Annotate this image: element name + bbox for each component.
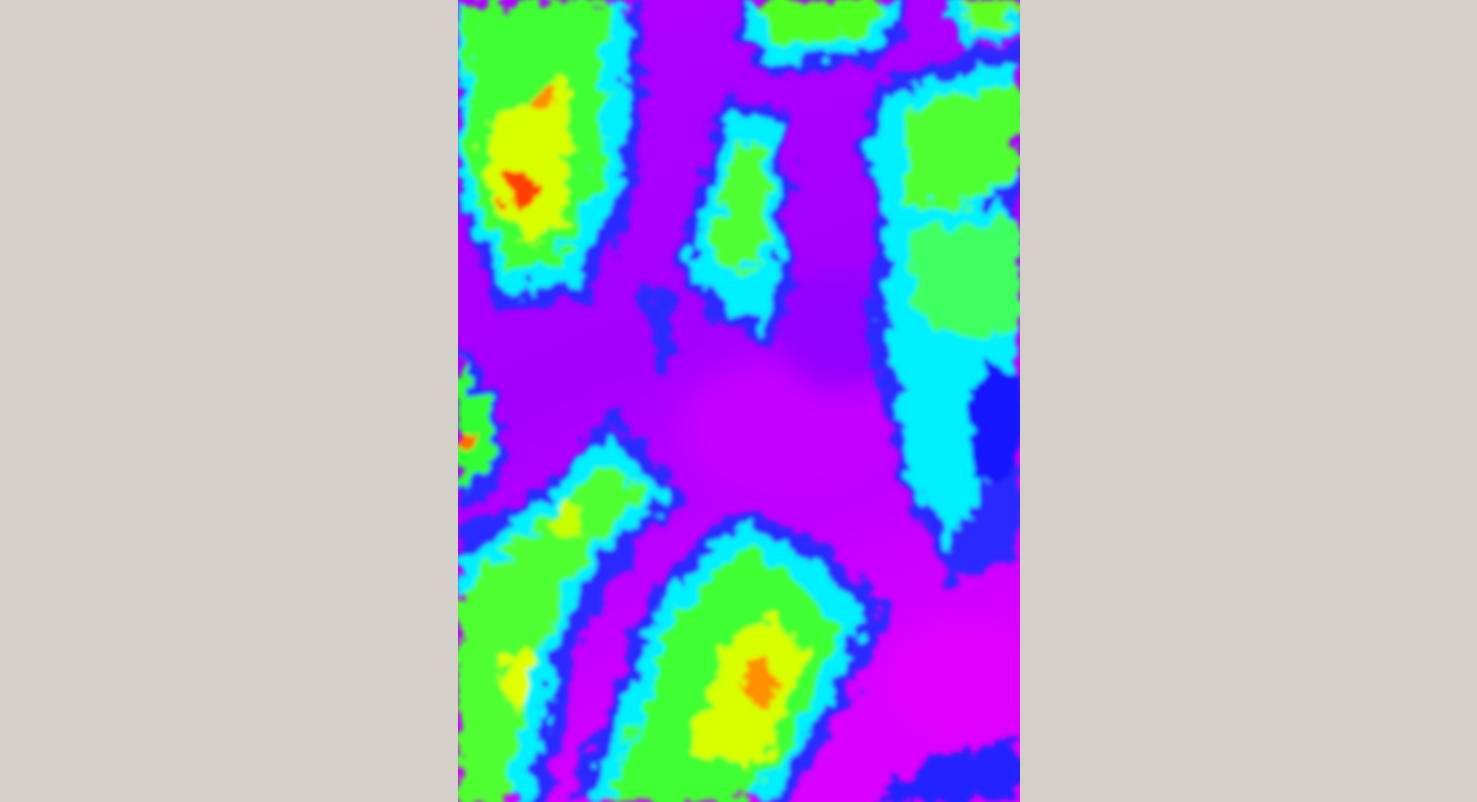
- valley-shading: [678, 270, 1020, 740]
- terrain-relief: [458, 0, 1020, 802]
- elevation-map: [458, 0, 1020, 802]
